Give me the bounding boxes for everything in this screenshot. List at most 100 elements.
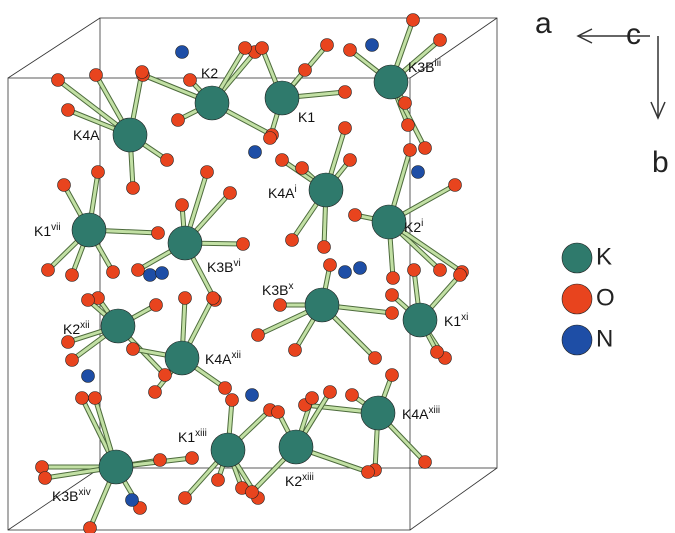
label-sup: xi [461, 312, 468, 323]
atom-label: K1xiii [178, 428, 207, 445]
oxygen-atom [386, 271, 400, 285]
label-base: K2 [404, 219, 421, 235]
oxygen-atom [251, 328, 265, 342]
oxygen-atom [245, 485, 259, 499]
nitrogen-atom [155, 266, 169, 280]
atom-label: K2 [201, 65, 218, 81]
nitrogen-atom [143, 268, 157, 282]
oxygen-atom [158, 368, 172, 382]
label-sup: x [288, 281, 293, 292]
oxygen-atom [271, 405, 285, 419]
atom-label: K3Bxiv [52, 487, 91, 504]
oxygen-atom [295, 161, 309, 175]
label-sup: xiii [428, 405, 440, 416]
oxygen-atom [65, 353, 79, 367]
oxygen-atom [183, 73, 197, 87]
label-sup: xiii [195, 428, 207, 439]
atom-label: K1vii [34, 222, 61, 239]
oxygen-atom [433, 263, 447, 277]
oxygen-atom [61, 103, 75, 117]
nitrogen-atom [338, 265, 352, 279]
oxygen-atom [430, 345, 444, 359]
label-sup: xiv [78, 487, 90, 498]
label-base: K4A [73, 127, 100, 143]
oxygen-atom [149, 298, 163, 312]
oxygen-atom [338, 85, 352, 99]
oxygen-atom [218, 381, 232, 395]
nitrogen-atom [411, 165, 425, 179]
atom-label: K4Ai [268, 184, 297, 201]
oxygen-atom [345, 388, 359, 402]
oxygen-atom [38, 471, 52, 485]
label-sup: vii [51, 222, 60, 233]
potassium-atom [371, 204, 407, 240]
oxygen-atom [175, 198, 189, 212]
legend-swatch [561, 242, 593, 274]
oxygen-atom [418, 455, 432, 469]
oxygen-atom [323, 258, 337, 272]
nitrogen-atom [81, 369, 95, 383]
label-base: K2 [285, 473, 302, 489]
oxygen-atom [223, 186, 237, 200]
label-base: K3B [207, 259, 233, 275]
label-base: K3B [52, 488, 78, 504]
oxygen-atom [285, 233, 299, 247]
oxygen-atom [238, 41, 252, 55]
label-base: K2 [201, 65, 218, 81]
oxygen-atom [135, 65, 149, 79]
oxygen-atom [178, 291, 192, 305]
label-base: K4A [402, 406, 429, 422]
oxygen-atom [385, 368, 399, 382]
oxygen-atom [148, 385, 162, 399]
oxygen-atom [126, 181, 140, 195]
oxygen-atom [225, 393, 239, 407]
oxygen-atom [41, 263, 55, 277]
label-sup: xii [231, 350, 240, 361]
atom-label: K2xii [63, 320, 90, 337]
axis-a: a [535, 7, 552, 40]
potassium-atom [373, 64, 409, 100]
potassium-atom [100, 308, 136, 344]
oxygen-atom [403, 143, 417, 157]
nitrogen-atom [353, 261, 367, 275]
label-sup: i [294, 184, 296, 195]
nitrogen-atom [245, 388, 259, 402]
oxygen-atom [106, 265, 120, 279]
label-base: K4A [205, 351, 232, 367]
atom-label: K3Bvi [207, 258, 241, 275]
oxygen-atom [385, 306, 399, 320]
oxygen-atom [407, 263, 421, 277]
oxygen-atom [126, 342, 140, 356]
axes-indicator [576, 28, 666, 120]
atom-label: K4Axii [205, 350, 241, 367]
oxygen-atom [91, 165, 105, 179]
axis-c: c [626, 18, 641, 51]
oxygen-atom [81, 293, 95, 307]
oxygen-atom [65, 268, 79, 282]
oxygen-atom [406, 13, 420, 27]
oxygen-atom [453, 268, 467, 282]
legend: KON [561, 242, 615, 356]
atoms [35, 13, 469, 533]
label-base: K1 [444, 313, 461, 329]
oxygen-atom [61, 335, 75, 349]
potassium-atom [278, 429, 314, 465]
oxygen-atom [298, 63, 312, 77]
oxygen-atom [263, 131, 277, 145]
oxygen-atom [206, 291, 220, 305]
nitrogen-atom [365, 38, 379, 52]
oxygen-atom [385, 288, 399, 302]
potassium-atom [167, 225, 203, 261]
atom-label: K1 [298, 109, 315, 125]
oxygen-atom [343, 43, 357, 57]
label-sup: vi [233, 258, 240, 269]
legend-swatch [561, 324, 593, 356]
oxygen-atom [89, 68, 103, 82]
potassium-atom [112, 117, 148, 153]
oxygen-atom [75, 391, 89, 405]
atom-label: K3Biii [408, 58, 441, 75]
label-base: K1 [34, 223, 51, 239]
oxygen-atom [88, 391, 102, 405]
axis-b: b [652, 146, 669, 179]
oxygen-atom [305, 391, 319, 405]
